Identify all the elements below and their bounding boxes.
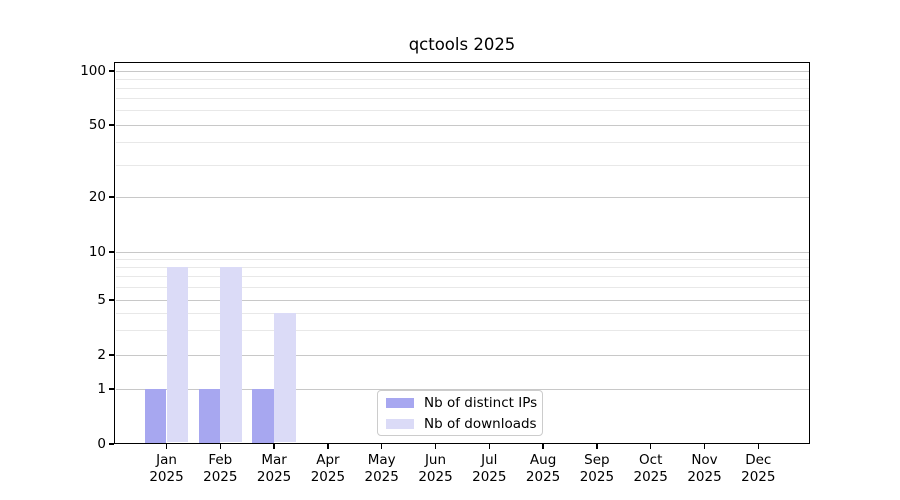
gridline-minor [115, 110, 809, 112]
y-tick-label: 5 [97, 292, 106, 308]
bar-nb-of-downloads-mar [274, 313, 296, 443]
x-tick-label: Oct 2025 [633, 452, 668, 485]
y-tick-mark [109, 124, 114, 126]
x-tick-label: Feb 2025 [203, 452, 238, 485]
x-tick-label: Nov 2025 [687, 452, 722, 485]
gridline-minor [115, 78, 809, 80]
y-tick-label: 100 [80, 63, 106, 79]
legend-swatch-nb-of-downloads [386, 418, 414, 429]
gridline-minor [115, 98, 809, 100]
x-tick-label: Apr 2025 [310, 452, 346, 485]
x-tick-mark [488, 444, 491, 449]
x-tick-label: Dec 2025 [741, 452, 776, 485]
x-tick-mark [434, 444, 437, 449]
x-tick-label: Sep 2025 [579, 452, 615, 485]
x-tick-mark [380, 444, 383, 449]
x-tick-mark [757, 444, 760, 449]
plot-area [114, 62, 810, 444]
x-tick-label: Jun 2025 [418, 452, 453, 485]
x-tick-mark [542, 444, 544, 449]
gridline-minor [115, 164, 809, 166]
gridline-minor [115, 142, 809, 144]
gridline-major [115, 354, 809, 356]
bar-nb-of-distinct-ips-jan [144, 389, 167, 443]
legend-label-nb-of-distinct-ips: Nb of distinct IPs [424, 394, 538, 411]
x-tick-label: Aug 2025 [525, 452, 561, 485]
legend-row-nb-of-downloads: Nb of downloads [386, 415, 542, 432]
y-tick-mark [109, 70, 114, 72]
x-tick-mark [649, 444, 652, 449]
gridline-minor [115, 266, 809, 268]
gridline-major [115, 299, 809, 301]
chart-title: qctools 2025 [408, 35, 516, 54]
gridline-minor [115, 258, 809, 260]
y-tick-label: 20 [88, 189, 106, 205]
legend-row-nb-of-distinct-ips: Nb of distinct IPs [386, 394, 542, 411]
x-tick-label: Mar 2025 [256, 452, 292, 485]
y-tick-mark [109, 443, 114, 445]
x-tick-label: Jan 2025 [149, 452, 184, 485]
gridline-major [115, 251, 809, 253]
y-tick-mark [109, 251, 114, 253]
gridline-major [115, 70, 809, 72]
x-tick-label: May 2025 [364, 452, 399, 485]
y-tick-label: 10 [88, 244, 106, 260]
y-tick-label: 0 [97, 436, 106, 452]
x-tick-mark [165, 444, 168, 449]
x-tick-mark [327, 444, 329, 449]
y-tick-mark [109, 299, 114, 301]
gridline-minor [115, 312, 809, 314]
y-tick-label: 50 [88, 117, 106, 133]
gridline-minor [115, 286, 809, 288]
bar-nb-of-distinct-ips-mar [252, 389, 275, 443]
gridline-major [115, 388, 809, 390]
bar-nb-of-downloads-feb [220, 267, 242, 443]
gridline-minor [115, 330, 809, 332]
legend-swatch-nb-of-distinct-ips [386, 397, 414, 408]
bar-nb-of-distinct-ips-feb [198, 389, 221, 443]
legend-label-nb-of-downloads: Nb of downloads [424, 415, 537, 432]
gridline-minor [115, 87, 809, 89]
gridline-minor [115, 276, 809, 278]
gridline-major [115, 124, 809, 126]
x-tick-mark [596, 444, 598, 449]
x-tick-label: Jul 2025 [472, 452, 507, 485]
y-tick-mark [109, 196, 114, 198]
bar-nb-of-downloads-jan [166, 267, 189, 443]
y-tick-label: 2 [97, 347, 106, 363]
x-tick-mark [703, 444, 706, 449]
legend: Nb of distinct IPs Nb of downloads [377, 390, 543, 436]
x-tick-mark [273, 444, 275, 449]
y-tick-label: 1 [97, 381, 106, 397]
y-tick-mark [109, 388, 114, 390]
x-tick-mark [219, 444, 222, 449]
gridline-major [115, 196, 809, 198]
y-tick-mark [109, 354, 114, 356]
